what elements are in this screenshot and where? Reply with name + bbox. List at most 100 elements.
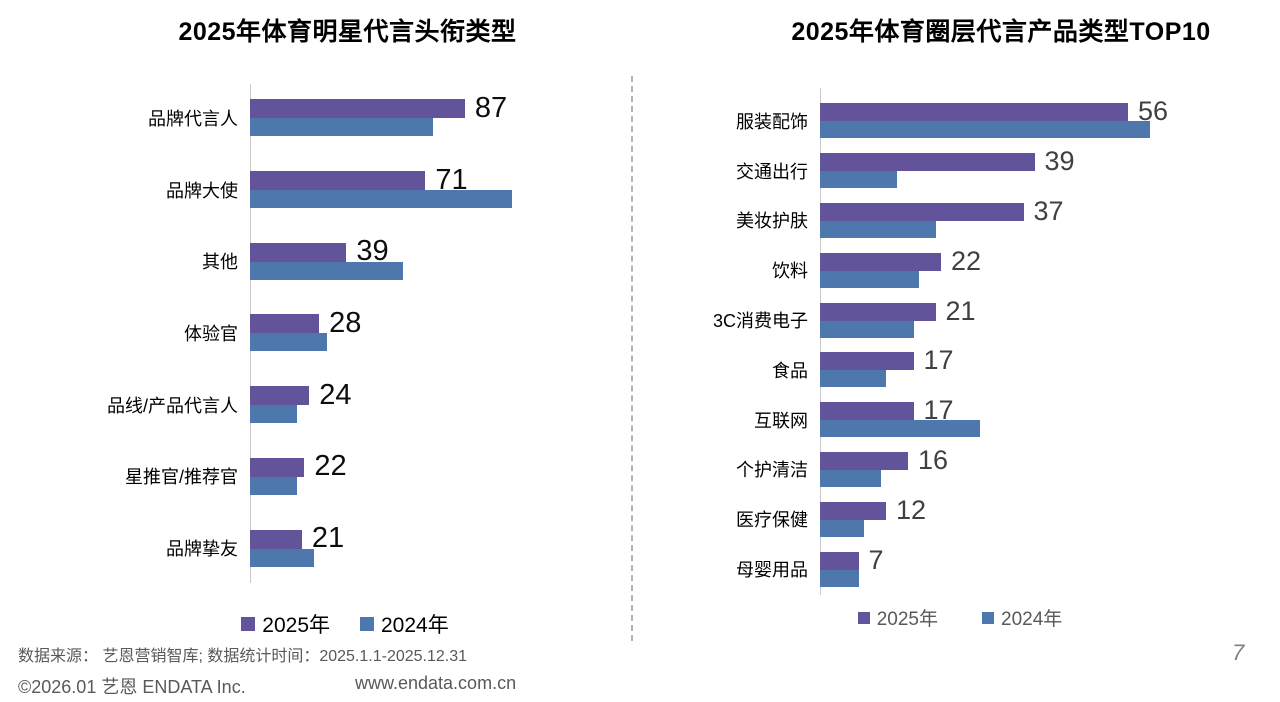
bar-2025 (820, 451, 908, 470)
bar-2024 (250, 548, 315, 567)
bar-2024 (820, 220, 936, 238)
category-label: 饮料 (772, 261, 808, 282)
bar-2024 (820, 320, 914, 338)
chart-right-legend: 2025年 2024年 (660, 604, 1260, 631)
bar-2025 (250, 242, 347, 262)
bar-2024 (250, 333, 327, 352)
bar-group: 品牌代言人 87 (20, 82, 630, 154)
bar-group: 互联网 17 (660, 395, 1260, 445)
bar-2024 (250, 118, 433, 137)
bars-area: 56 (820, 96, 1260, 146)
chart-right-plot: 服装配饰 56 交通出行 39 美妆护肤 37 饮料 22 3C消费电子 21 食品 17 互联网 17 个… (660, 96, 1260, 594)
bars-area: 16 (820, 445, 1260, 495)
bar-group: 品牌大使 71 (20, 154, 630, 226)
category-label: 品牌代言人 (148, 108, 238, 129)
legend-item-2024: 2024年 (982, 604, 1062, 631)
legend-swatch-2024 (982, 611, 994, 624)
bars-area: 39 (820, 146, 1260, 196)
value-label: 24 (319, 378, 352, 411)
bar-group: 3C消费电子 21 (660, 295, 1260, 345)
bar-group: 美妆护肤 37 (660, 196, 1260, 246)
bars-area: 17 (820, 345, 1260, 395)
bar-2024 (820, 519, 864, 537)
value-label: 39 (356, 235, 389, 268)
legend-label-2025: 2025年 (262, 614, 330, 637)
category-label: 互联网 (754, 410, 808, 431)
value-label: 37 (1033, 195, 1064, 226)
category-label: 其他 (202, 252, 238, 273)
value-label: 12 (896, 494, 927, 525)
category-label: 星推官/推荐官 (124, 467, 238, 488)
bar-2025 (820, 153, 1035, 172)
footer-website: www.endata.com.cn (355, 673, 517, 693)
bar-2025 (250, 171, 426, 191)
bar-2025 (820, 352, 914, 371)
value-label: 87 (474, 91, 508, 124)
bars-area: 21 (820, 295, 1260, 345)
category-label: 医疗保健 (736, 510, 808, 531)
bars-area: 28 (250, 297, 630, 369)
legend-swatch-2025 (241, 617, 256, 631)
value-label: 39 (1044, 146, 1075, 177)
category-label: 服装配饰 (736, 111, 808, 132)
bar-2024 (820, 420, 980, 438)
value-label: 56 (1138, 96, 1169, 127)
bar-group: 交通出行 39 (660, 146, 1260, 196)
footer-source-text: 数据来源： 艺恩营销智库; 数据统计时间：2025.1.1-2025.12.31 (18, 648, 468, 665)
bars-area: 71 (250, 154, 630, 226)
bar-2025 (250, 99, 465, 119)
category-label: 母婴用品 (736, 560, 808, 581)
legend-swatch-2025 (857, 611, 870, 624)
value-label: 22 (951, 245, 982, 276)
legend-swatch-2024 (360, 617, 374, 631)
bars-area: 21 (250, 512, 630, 584)
legend-label-2024: 2024年 (1001, 609, 1063, 630)
bar-group: 星推官/推荐官 22 (20, 441, 630, 513)
bar-group: 品牌挚友 21 (20, 512, 630, 584)
category-label: 品牌挚友 (166, 539, 238, 560)
bar-group: 体验官 28 (20, 297, 630, 369)
bar-group: 饮料 22 (660, 245, 1260, 295)
bar-2025 (250, 386, 310, 406)
value-label: 22 (314, 450, 347, 483)
bars-area: 37 (820, 196, 1260, 246)
bar-2024 (820, 469, 881, 487)
footer-copyright: ©2026.01 艺恩 ENDATA Inc. (18, 677, 246, 697)
bar-group: 母婴用品 7 (660, 544, 1260, 594)
bar-2025 (820, 302, 936, 321)
bar-2025 (820, 551, 859, 570)
bar-2025 (820, 103, 1128, 122)
value-label: 21 (311, 521, 345, 554)
bar-group: 品线/产品代言人 24 (20, 369, 630, 441)
category-label: 体验官 (184, 323, 238, 344)
legend-item-2025: 2025年 (241, 609, 330, 639)
bar-2024 (820, 569, 859, 587)
bar-2025 (820, 252, 941, 271)
chart-left-title: 2025年体育明星代言头衔类型 (178, 18, 517, 46)
category-label: 品线/产品代言人 (106, 395, 238, 416)
bar-2024 (250, 405, 297, 424)
bars-area: 12 (820, 494, 1260, 544)
bar-2025 (820, 202, 1024, 221)
bar-group: 服装配饰 56 (660, 96, 1260, 146)
bar-2024 (820, 171, 897, 189)
bars-area: 24 (250, 369, 630, 441)
value-label: 7 (868, 544, 884, 575)
bars-area: 17 (820, 395, 1260, 445)
value-label: 71 (435, 163, 468, 196)
value-label: 28 (329, 306, 362, 339)
category-label: 食品 (772, 360, 808, 381)
bars-area: 22 (820, 245, 1260, 295)
bar-2024 (820, 121, 1150, 139)
category-label: 品牌大使 (166, 180, 238, 201)
legend-label-2025: 2025年 (876, 609, 938, 630)
bar-2025 (820, 402, 914, 421)
bar-group: 食品 17 (660, 345, 1260, 395)
legend-item-2025: 2025年 (857, 604, 938, 631)
category-label: 个护清洁 (736, 460, 808, 481)
bar-2024 (250, 476, 297, 495)
chart-right-title: 2025年体育圈层代言产品类型TOP10 (791, 18, 1211, 46)
bar-2024 (820, 370, 886, 388)
bars-area: 87 (250, 82, 630, 154)
